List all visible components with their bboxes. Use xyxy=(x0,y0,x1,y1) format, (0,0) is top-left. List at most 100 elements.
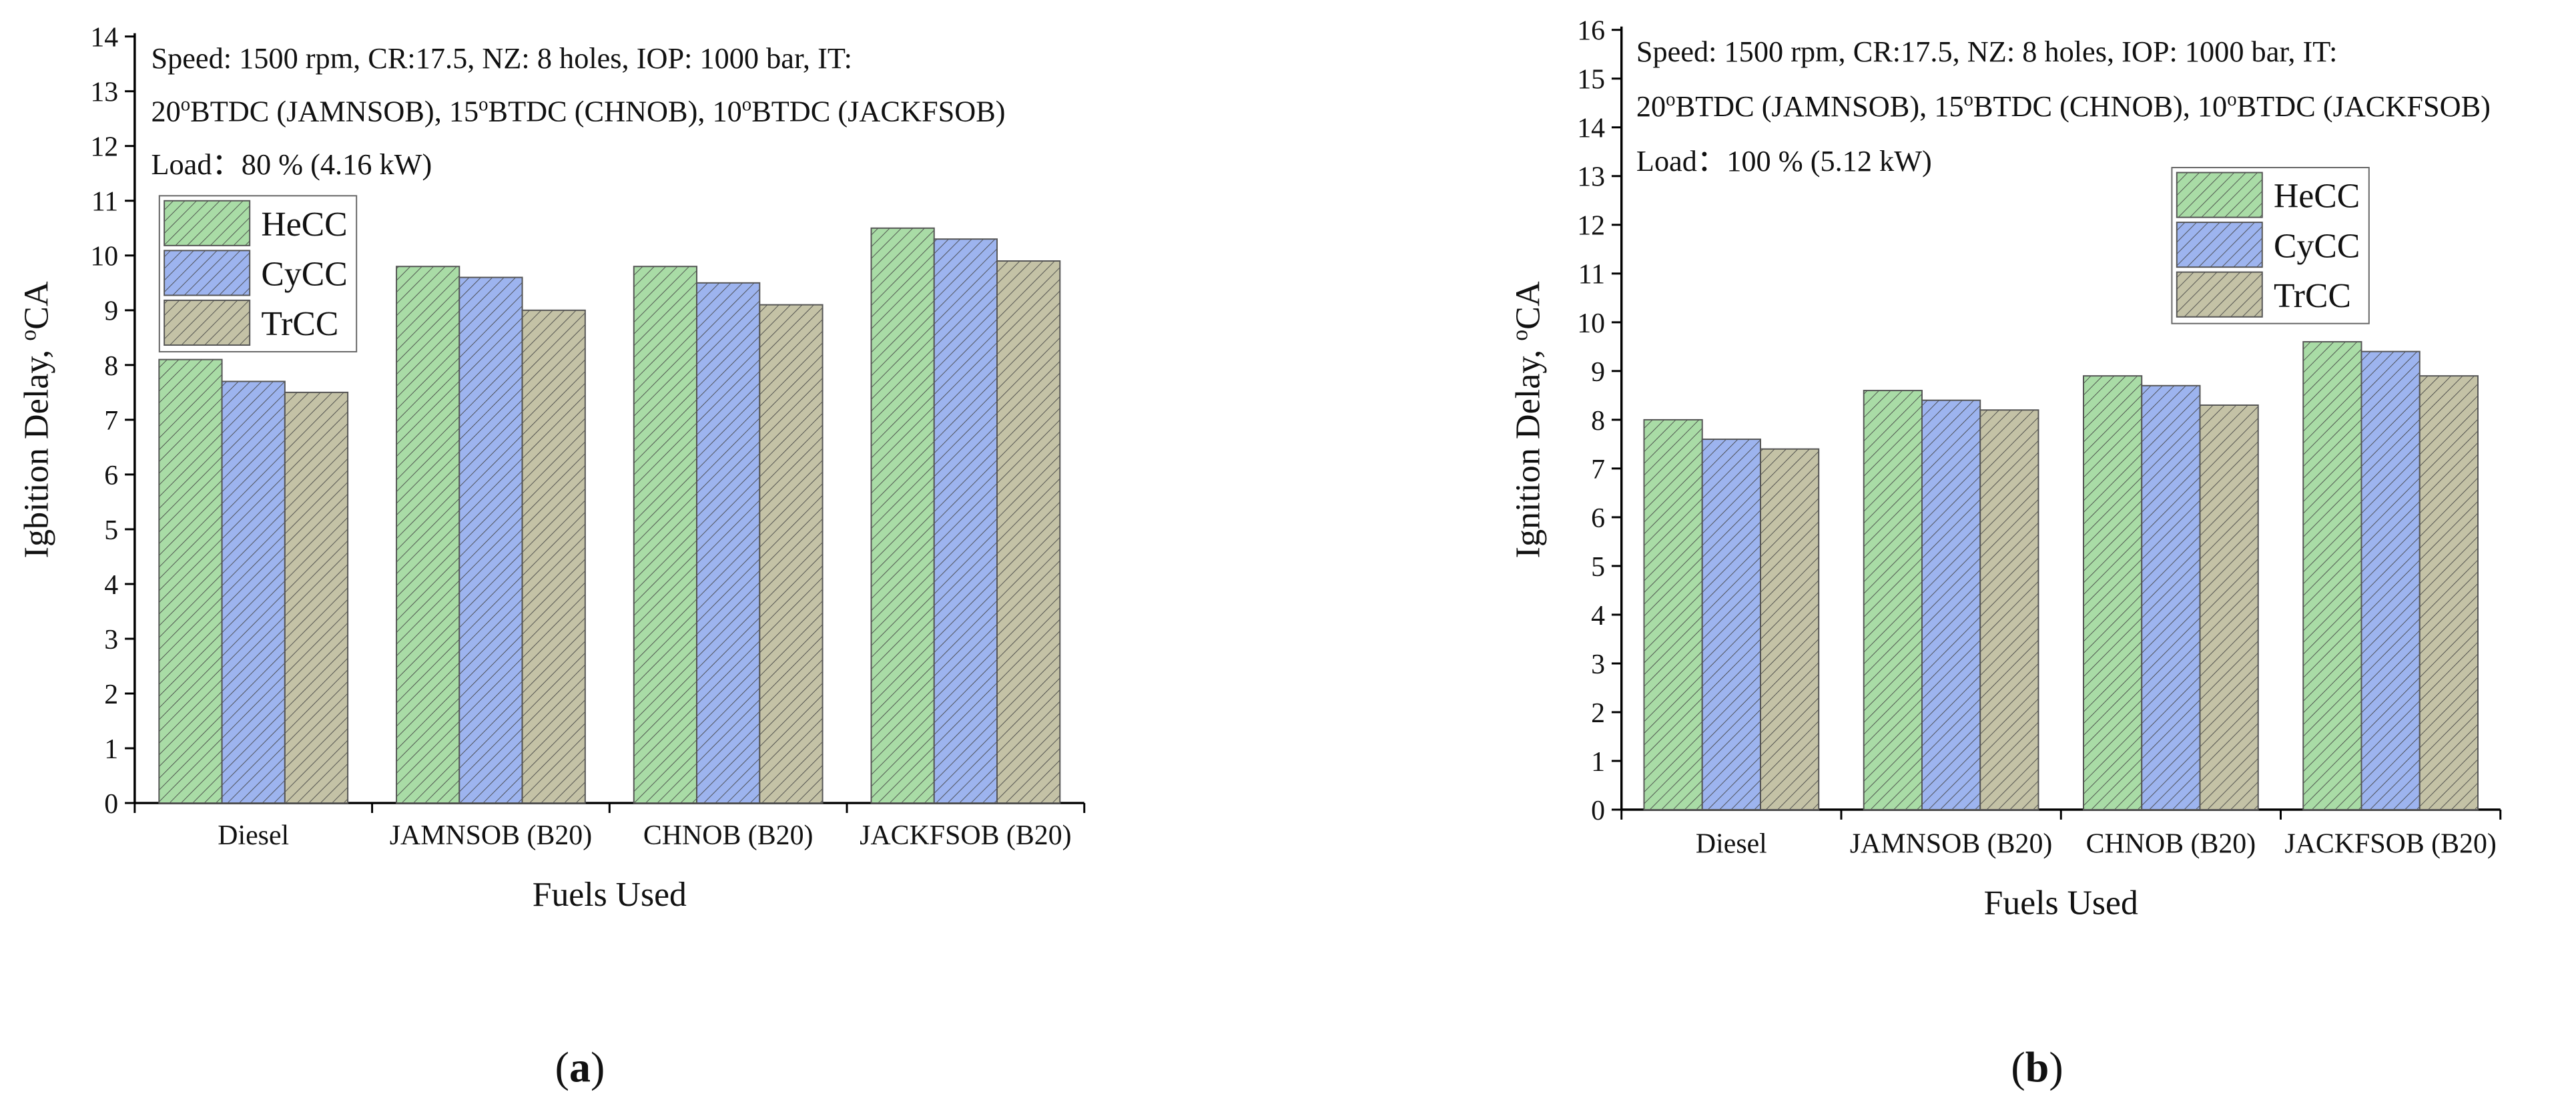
y-tick-label: 11 xyxy=(91,187,118,218)
panel-label-part: ) xyxy=(591,1043,605,1091)
bar xyxy=(2302,341,2362,811)
bar xyxy=(1921,399,1981,811)
y-tick-label: 4 xyxy=(104,570,118,601)
x-tick-label: Diesel xyxy=(218,820,289,851)
legend-label: HeCC xyxy=(261,206,347,244)
panel-label-part: a xyxy=(569,1043,591,1091)
annotation-part: BTDC (JAMNSOB), 15 xyxy=(1676,89,1964,123)
bar xyxy=(2199,404,2259,811)
legend-swatch xyxy=(164,299,251,346)
annotation: Load：100 % (5.12 kW) xyxy=(1636,144,1932,178)
y-tick-label: 7 xyxy=(104,406,118,437)
annotation: 20oBTDC (JAMNSOB), 15oBTDC (CHNOB), 10oB… xyxy=(1636,89,2491,123)
x-tick-label: Diesel xyxy=(1696,828,1767,859)
annotation-part: o xyxy=(2227,89,2236,110)
bar xyxy=(158,358,223,804)
bar xyxy=(2083,375,2143,811)
panel-label: (b) xyxy=(2011,1043,2063,1091)
bar xyxy=(2141,384,2201,811)
y-tick-label: 11 xyxy=(1578,260,1605,290)
legend-swatch xyxy=(164,250,251,296)
y-axis-title-part: Ignition Delay, xyxy=(1510,341,1548,559)
bar xyxy=(221,380,286,804)
y-axis-title-part: CA xyxy=(18,281,56,330)
annotation-part: BTDC (CHNOB), 10 xyxy=(489,94,742,127)
y-tick-label: 13 xyxy=(1577,162,1605,193)
x-tick-label: JAMNSOB (B20) xyxy=(390,820,592,851)
bar xyxy=(1760,448,1820,811)
panel-label-part: b xyxy=(2025,1043,2049,1091)
annotation-part: Load：100 % (5.12 kW) xyxy=(1636,144,1932,178)
y-tick-label: 9 xyxy=(104,296,118,327)
bar xyxy=(1643,419,1703,811)
y-tick-label: 0 xyxy=(1591,796,1605,826)
legend-swatch xyxy=(2176,172,2263,218)
annotation-part: o xyxy=(181,93,190,115)
bar xyxy=(521,309,586,804)
x-tick-label: JACKFSOB (B20) xyxy=(2284,828,2496,859)
y-tick-label: 1 xyxy=(1591,747,1605,778)
y-tick-label: 12 xyxy=(1577,211,1605,242)
bar xyxy=(458,276,523,804)
annotation-part: Load：80 % (4.16 kW) xyxy=(151,148,432,181)
y-tick-label: 6 xyxy=(1591,503,1605,534)
legend-swatch xyxy=(2176,222,2263,268)
bar xyxy=(870,227,935,804)
y-axis-title-part: CA xyxy=(1510,281,1548,330)
bar xyxy=(996,260,1061,804)
annotation: 20oBTDC (JAMNSOB), 15oBTDC (CHNOB), 10oB… xyxy=(151,93,1005,127)
annotation-part: 20 xyxy=(1636,89,1666,123)
y-tick-label: 0 xyxy=(104,789,118,820)
bar xyxy=(2419,375,2479,811)
annotation-part: o xyxy=(1666,89,1675,110)
y-tick-label: 10 xyxy=(1577,308,1605,339)
annotation-part: o xyxy=(1964,89,1973,110)
bar xyxy=(1863,390,1923,811)
y-tick-label: 13 xyxy=(90,77,118,107)
annotation-part: o xyxy=(478,93,488,115)
y-tick-label: 5 xyxy=(1591,552,1605,583)
x-tick-label: CHNOB (B20) xyxy=(643,820,814,851)
y-tick-label: 8 xyxy=(104,351,118,382)
y-tick-label: 9 xyxy=(1591,357,1605,388)
bar xyxy=(759,304,824,804)
bar xyxy=(396,266,460,804)
annotation-part: BTDC (JAMNSOB), 15 xyxy=(190,94,478,127)
annotation-part: Speed: 1500 rpm, CR:17.5, NZ: 8 holes, I… xyxy=(151,41,852,75)
legend-label: CyCC xyxy=(2274,227,2360,265)
annotation-part: BTDC (CHNOB), 10 xyxy=(1973,89,2227,123)
annotation-part: Speed: 1500 rpm, CR:17.5, NZ: 8 holes, I… xyxy=(1636,35,2338,68)
bar xyxy=(633,266,698,804)
y-tick-label: 14 xyxy=(90,22,118,53)
y-tick-label: 5 xyxy=(104,515,118,546)
y-axis-title: Igbition Delay, oCA xyxy=(16,281,55,559)
annotation-part: 20 xyxy=(151,94,180,127)
legend-label: CyCC xyxy=(261,255,347,293)
y-axis-title-part: o xyxy=(16,330,41,341)
y-tick-label: 3 xyxy=(1591,649,1605,680)
bar xyxy=(1979,409,2039,811)
y-axis-title: Ignition Delay, oCA xyxy=(1508,281,1547,559)
x-tick-label: JACKFSOB (B20) xyxy=(860,820,1071,851)
bar xyxy=(933,238,998,804)
y-tick-label: 4 xyxy=(1591,601,1605,631)
x-tick-label: CHNOB (B20) xyxy=(2086,828,2256,859)
annotation-part: BTDC (JACKFSOB) xyxy=(751,94,1005,127)
legend-swatch xyxy=(2176,271,2263,318)
legend-label: TrCC xyxy=(2274,277,2351,315)
bar xyxy=(2360,350,2421,811)
y-tick-label: 8 xyxy=(1591,406,1605,437)
annotation: Load：80 % (4.16 kW) xyxy=(151,148,432,181)
y-tick-label: 2 xyxy=(104,679,118,710)
legend-swatch xyxy=(164,200,251,246)
y-tick-label: 14 xyxy=(1577,113,1605,144)
y-tick-label: 12 xyxy=(90,131,118,162)
y-tick-label: 10 xyxy=(90,242,118,272)
annotation-part: BTDC (JACKFSOB) xyxy=(2237,89,2491,123)
panel-label-part: ) xyxy=(2049,1043,2063,1091)
panel-label-part: ( xyxy=(555,1043,569,1091)
y-axis-title-part: Igbition Delay, xyxy=(18,341,56,559)
legend-label: TrCC xyxy=(261,305,338,343)
annotation: Speed: 1500 rpm, CR:17.5, NZ: 8 holes, I… xyxy=(151,41,852,75)
